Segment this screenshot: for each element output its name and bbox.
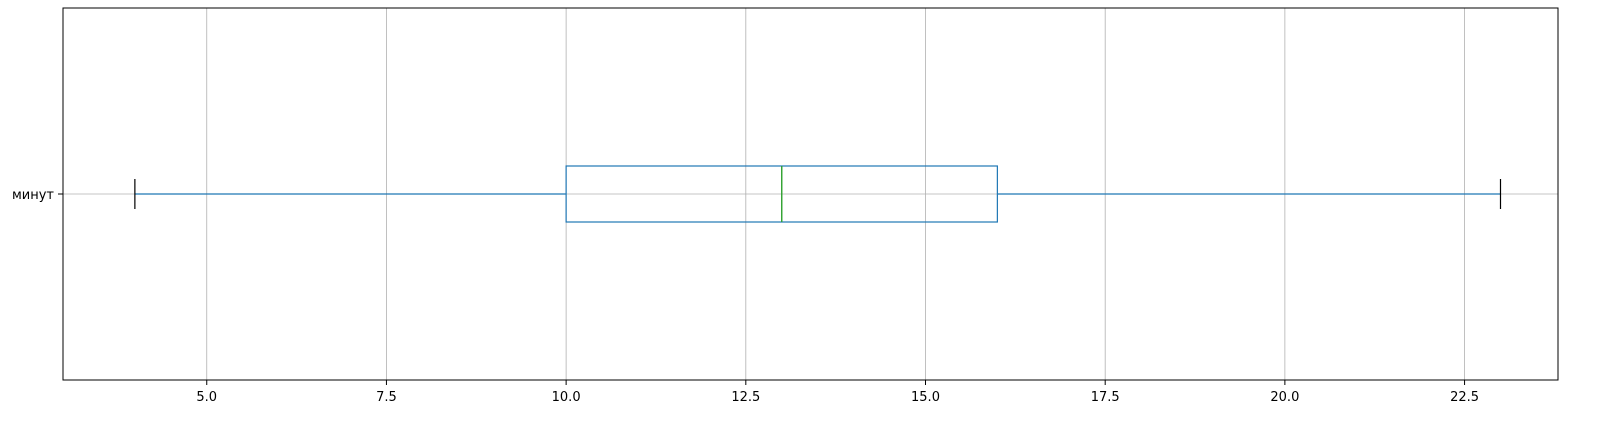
x-tick-label: 5.0	[196, 390, 217, 405]
x-tick-label: 17.5	[1091, 390, 1120, 405]
x-tick-label: 10.0	[552, 390, 581, 405]
x-tick-label: 22.5	[1450, 390, 1479, 405]
x-tick-label: 20.0	[1270, 390, 1299, 405]
x-tick-label: 12.5	[731, 390, 760, 405]
y-axis-categories: минут	[12, 188, 63, 203]
x-axis-ticks: 5.0 7.5 10.0 12.5 15.0 17.5 20.0 22.5	[196, 380, 1479, 405]
x-tick-label: 7.5	[376, 390, 397, 405]
y-tick-label: минут	[12, 188, 54, 203]
x-tick-label: 15.0	[911, 390, 940, 405]
